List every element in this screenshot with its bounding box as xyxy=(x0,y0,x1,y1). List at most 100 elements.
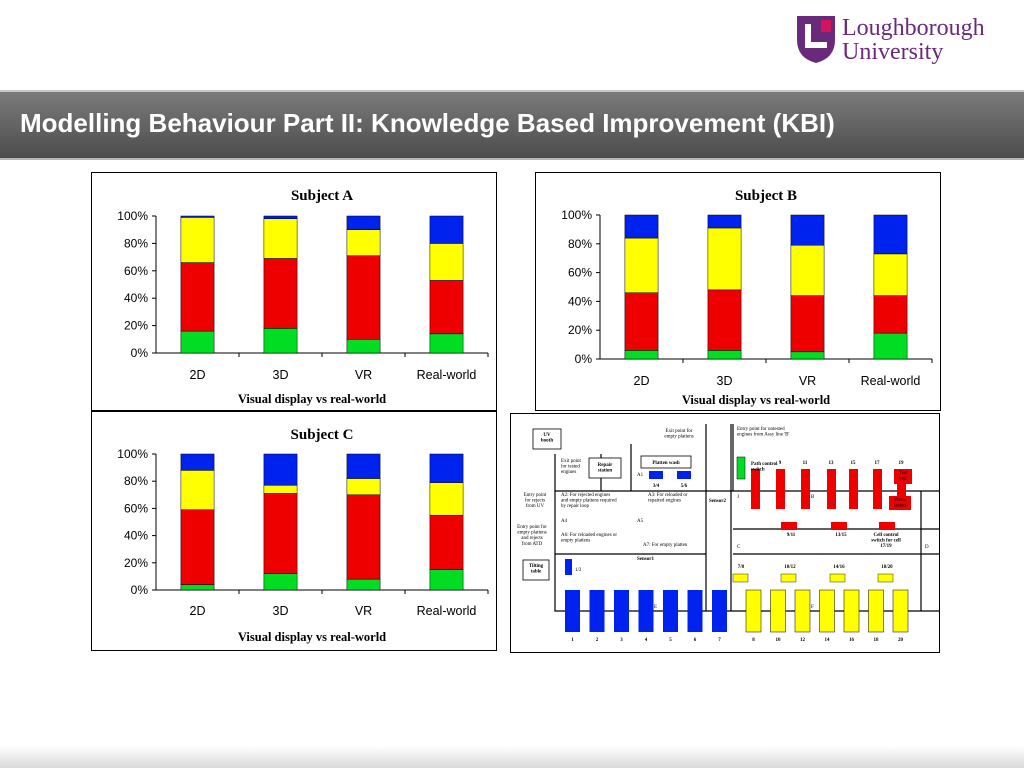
bar-segment-red xyxy=(263,258,298,329)
bar-segment-red xyxy=(346,255,381,340)
n1315-label: 13/15 xyxy=(835,533,847,538)
chart-subject-b: Subject B 0% 20% 40% 60% 80% 100% 2D 3D VR Real-wo… xyxy=(535,172,941,411)
uv-booth-label: UV xyxy=(543,433,551,438)
y-tick-label: 100% xyxy=(561,208,592,222)
yellow-small-cell xyxy=(780,573,797,583)
yellow-cell xyxy=(819,589,835,633)
x-tick-label: Real-world xyxy=(417,604,477,618)
bar-segment-yellow xyxy=(790,244,825,296)
yellow-cell xyxy=(745,589,762,633)
bar-segment-green xyxy=(429,333,464,354)
x-tick-label: VR xyxy=(799,374,816,388)
blue-cell-number: 2 xyxy=(596,638,599,643)
bar-segment-red xyxy=(429,280,464,335)
bar-segment-yellow xyxy=(180,217,215,263)
a5-label: A5 xyxy=(637,519,644,524)
bar-segment-blue xyxy=(263,215,298,219)
bar-segment-green xyxy=(263,573,298,591)
platten-wash-label: Platten wash xyxy=(652,461,680,466)
entry-rejects-label: from UV xyxy=(526,504,545,509)
x-tick-label: 3D xyxy=(717,374,733,388)
y-tick-label: 80% xyxy=(124,236,148,250)
bar-segment-blue xyxy=(429,215,464,244)
exit-tested-label: Exit point xyxy=(561,459,581,464)
bar-segment-yellow xyxy=(346,229,381,256)
repair-station-box xyxy=(588,457,622,479)
yellow-cell-number: 12 xyxy=(800,638,806,643)
bar-segment-red xyxy=(346,494,381,580)
f-label: F xyxy=(811,605,814,610)
y-tick-label: 20% xyxy=(124,319,148,333)
bar-segment-red xyxy=(790,295,825,353)
test-cell-red xyxy=(897,469,906,509)
yellow-cell xyxy=(892,589,909,633)
yellow-cell xyxy=(794,589,811,633)
platten-wash-box xyxy=(640,455,692,469)
cell-control-label: 17/19 xyxy=(880,544,892,549)
bar-segment-green xyxy=(180,330,215,354)
n1416-label: 14/16 xyxy=(833,565,845,570)
n56-label: 5/6 xyxy=(681,484,688,489)
yellow-cell-number: 8 xyxy=(752,638,755,643)
bar-segment-green xyxy=(346,339,381,354)
x-tick-label: 2D xyxy=(190,604,206,618)
blue-cell-number: 6 xyxy=(694,638,697,643)
y-tick-label: 40% xyxy=(124,529,148,543)
blue-cell xyxy=(687,590,703,632)
entry-empty-label: and rejects xyxy=(521,536,543,541)
x-tick-label: 3D xyxy=(273,604,289,618)
bar-segment-blue xyxy=(180,453,215,471)
blue-cell-number: 5 xyxy=(669,638,672,643)
y-tick-label: 0% xyxy=(575,352,593,366)
yellow-cell xyxy=(770,589,786,633)
a2-label: by repair loop xyxy=(561,504,590,509)
bar-segment-yellow xyxy=(873,253,908,296)
chart-svg: Subject B 0% 20% 40% 60% 80% 100% 2D 3D VR Real-wo… xyxy=(561,188,933,407)
shield-icon xyxy=(797,16,835,63)
n911-label: 9/11 xyxy=(787,533,796,538)
n34-label: 3/4 xyxy=(653,484,660,489)
bar-segment-yellow xyxy=(707,227,742,291)
chart-title: Subject A xyxy=(291,188,353,204)
tilting-label: Tilting xyxy=(529,564,544,569)
footer-band xyxy=(0,746,1024,768)
a3-label: A3: For reloaded or xyxy=(648,493,688,498)
waste-label: Waste xyxy=(894,498,907,503)
bar-segment-blue xyxy=(429,453,464,483)
yellow-small-cell xyxy=(877,573,894,583)
bar-segment-green xyxy=(429,569,464,591)
top-cell-number: 11 xyxy=(803,461,808,466)
x-tick-label: 2D xyxy=(634,374,650,388)
y-tick-label: 40% xyxy=(568,294,592,308)
top-cell-number: 17 xyxy=(875,461,881,466)
sensor1-label: Sensor1 xyxy=(637,557,654,562)
exit-tested-label: for tested xyxy=(561,465,580,470)
yellow-cell-number: 14 xyxy=(825,638,831,643)
entry-rejects-label: Entry point xyxy=(524,493,547,498)
blue-cell xyxy=(565,590,580,632)
test-cell-red-left xyxy=(751,469,760,509)
exit-tested-label: engines xyxy=(561,470,576,475)
bar-segment-yellow xyxy=(346,478,381,496)
y-tick-label: 0% xyxy=(131,346,149,360)
bar-segment-blue xyxy=(346,453,381,479)
bar-segment-blue xyxy=(790,214,825,246)
x-tick-label: VR xyxy=(355,604,372,618)
bar-segment-yellow xyxy=(429,482,464,516)
n78-label: 7/8 xyxy=(738,565,745,570)
uv-booth-box xyxy=(532,428,562,450)
exit-empty-label: Exit point for xyxy=(666,429,693,434)
blue-cell-56 xyxy=(677,471,691,479)
path-control-switch xyxy=(736,456,746,480)
bar-segment-red xyxy=(873,295,908,334)
yellow-small-cell xyxy=(829,573,846,583)
a4-label: A4 xyxy=(561,519,568,524)
cell-groups xyxy=(565,469,912,633)
x-axis-label: Visual display vs real-world xyxy=(682,393,830,407)
x-tick-label: Real-world xyxy=(417,368,477,382)
a6-label: empty plattens xyxy=(561,539,590,544)
yellow-cell-number: 18 xyxy=(874,638,880,643)
sensor2-label: Sensor2 xyxy=(709,499,726,504)
logo-text: Loughborough University xyxy=(842,16,985,64)
